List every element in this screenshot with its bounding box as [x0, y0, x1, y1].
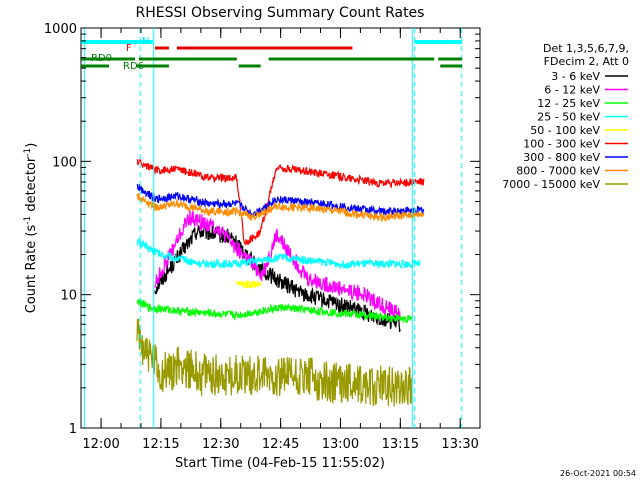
- y-axis-label: Count Rate (s-1 detector-1): [23, 143, 39, 314]
- x-tick-label: 12:45: [262, 437, 299, 452]
- legend-entry-label: 100 - 300 keV: [523, 138, 600, 151]
- legend-entry-label: 300 - 800 keV: [523, 151, 600, 164]
- y-tick-label: 1: [69, 422, 77, 437]
- y-axis-label-sup2: -1: [23, 148, 33, 157]
- series-line: [136, 193, 425, 223]
- x-tick-label: 12:00: [82, 437, 119, 452]
- legend-entry-label: 3 - 6 keV: [551, 70, 600, 83]
- legend-entry-label: 7000 - 15000 keV: [502, 178, 600, 191]
- series-line: [136, 183, 425, 218]
- x-tick-label: 13:00: [322, 437, 359, 452]
- legend-entry-label: 800 - 7000 keV: [516, 165, 600, 178]
- annotation-n: N: [142, 36, 149, 47]
- series-line: [154, 222, 401, 332]
- annotation-rd0: RD0: [91, 53, 112, 64]
- series-line: [136, 237, 421, 270]
- y-axis-label-mid: detector: [24, 156, 39, 216]
- x-axis-label: Start Time (04-Feb-15 11:55:02): [175, 456, 385, 471]
- series-line: [136, 297, 413, 324]
- series-line: [154, 209, 401, 320]
- x-tick-label: 12:15: [142, 437, 179, 452]
- annotation-f: F: [126, 43, 132, 54]
- legend-header-2: FDecim 2, Att 0: [544, 55, 629, 68]
- legend-entry-label: 6 - 12 keV: [544, 84, 600, 97]
- series-line: [136, 159, 425, 246]
- chart-title: RHESSI Observing Summary Count Rates: [136, 5, 425, 21]
- y-axis-label-sup1: -1: [23, 216, 33, 225]
- series-line: [236, 280, 262, 289]
- y-tick-label: 10: [60, 289, 77, 304]
- legend-header-1: Det 1,3,5,6,7,9,: [543, 42, 629, 55]
- y-axis-label-end: ): [24, 143, 39, 148]
- series-line: [136, 318, 413, 407]
- x-tick-label: 12:30: [202, 437, 239, 452]
- y-tick-label: 100: [52, 155, 77, 170]
- x-tick-label: 13:30: [441, 437, 478, 452]
- y-tick-label: 1000: [44, 22, 77, 37]
- legend-entry-label: 25 - 50 keV: [537, 111, 600, 124]
- legend-entry-label: 50 - 100 keV: [530, 124, 600, 137]
- timestamp: 26-Oct-2021 00:54: [560, 469, 636, 478]
- plot-frame: [80, 27, 481, 429]
- legend: Det 1,3,5,6,7,9, FDecim 2, Att 0 3 - 6 k…: [502, 42, 629, 191]
- legend-entry-label: 12 - 25 keV: [537, 97, 600, 110]
- y-axis-label-main: Count Rate (s: [24, 225, 39, 314]
- x-tick-label: 13:15: [382, 437, 419, 452]
- annotation-rd6: RD6: [123, 61, 144, 72]
